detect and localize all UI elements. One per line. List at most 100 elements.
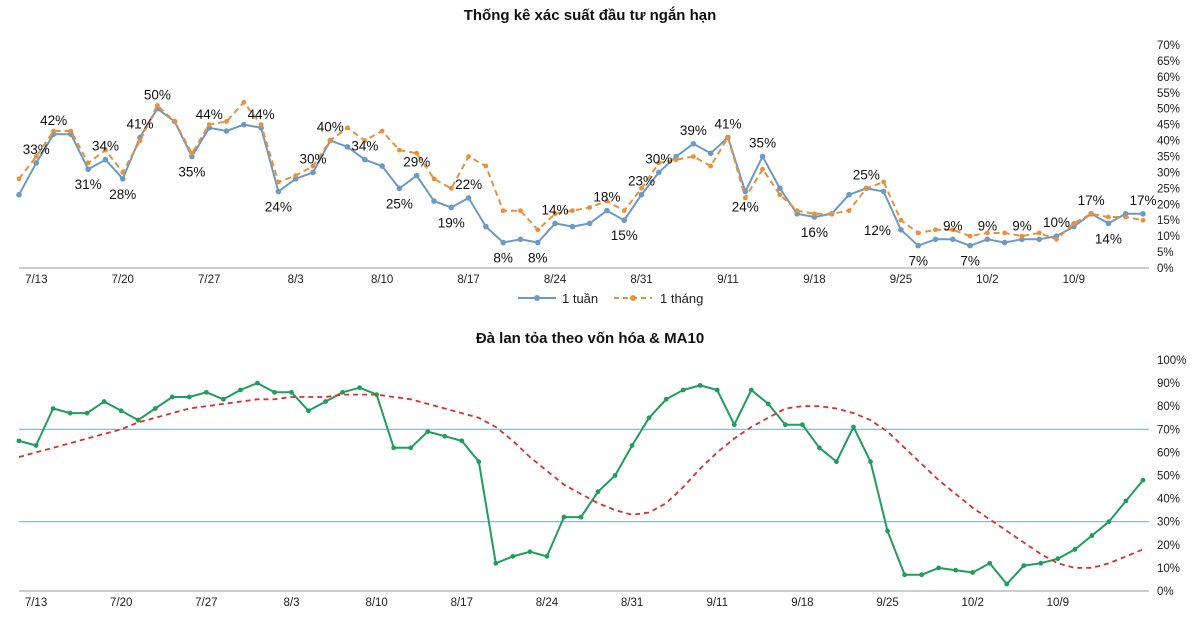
point-1-thang [500,208,506,214]
point-1-tuan [1105,220,1112,227]
point-breadth [237,387,243,393]
data-label: 9% [943,218,963,233]
point-breadth [1038,560,1044,566]
point-breadth [1072,547,1078,552]
x-tick-label: 9/25 [890,274,912,286]
point-1-tuan [949,236,956,243]
x-tick-label: 9/18 [791,597,813,609]
point-1-tuan [552,220,558,227]
x-tick-label: 10/9 [1063,274,1085,286]
point-breadth [272,389,277,395]
y-tick-label: 5% [1157,247,1174,259]
y-tick-label: 20% [1157,540,1180,552]
point-breadth [84,410,90,416]
point-1-tuan [413,172,420,179]
point-1-thang [691,154,696,159]
x-tick-label: 8/3 [288,274,304,286]
x-tick-label: 7/20 [112,274,134,286]
point-1-thang [881,179,887,185]
point-1-thang [431,176,437,182]
point-1-thang [397,147,402,153]
point-1-thang [846,208,852,214]
point-1-thang [172,119,178,124]
data-label: 7% [960,254,980,269]
chart2-y-axis: 0% 10% 20% 30% 40% 50% 60% 70% 80% 90% 100% [1157,355,1186,598]
point-1-tuan [1036,236,1043,243]
point-1-tuan [915,242,921,249]
data-label: 16% [801,225,828,240]
point-1-thang [51,128,56,134]
data-label: 30% [299,151,326,166]
point-1-thang [639,185,644,191]
point-1-thang [777,192,783,198]
y-tick-label: 90% [1157,378,1180,390]
point-breadth [323,399,328,404]
breadth-ma10-chart: Đà lan tỏa theo vốn hóa & MA10 0% 10% 20% 3… [16,330,1186,609]
point-breadth [16,438,22,444]
point-breadth [340,389,345,395]
point-breadth [493,560,499,566]
point-breadth [799,422,805,428]
x-tick-label: 9/18 [803,274,825,286]
point-breadth [169,394,175,400]
data-label: 25% [853,167,880,182]
x-tick-label: 7/27 [195,597,217,609]
point-1-thang [1106,214,1111,220]
point-breadth [851,424,856,430]
chart2-x-axis: 7/13 7/20 7/27 8/3 8/10 8/17 8/24 8/31 9/11 9/18 9… [25,597,1069,609]
point-1-thang [85,160,91,166]
point-1-tuan [898,226,904,233]
data-label: 31% [75,177,102,192]
x-tick-label: 7/27 [198,274,220,286]
point-breadth [101,399,107,404]
x-tick-label: 9/11 [717,274,739,286]
point-1-tuan [846,191,852,198]
point-breadth [391,445,397,451]
point-breadth [1089,533,1095,538]
data-label: 14% [1095,231,1122,246]
chart1-x-axis: 7/13 7/20 7/27 8/3 8/10 8/17 8/24 8/31 9/11 9/18 9… [25,274,1085,286]
point-1-tuan [500,239,506,246]
point-1-tuan [586,220,593,227]
x-tick-label: 10/9 [1047,597,1069,609]
point-1-tuan [1140,211,1146,217]
data-label: 10% [1043,215,1070,230]
point-1-thang [760,166,765,172]
x-tick-label: 7/20 [110,597,132,609]
y-tick-label: 15% [1157,215,1180,227]
point-breadth [544,553,550,559]
x-tick-label: 8/17 [451,597,473,609]
y-tick-label: 20% [1157,199,1180,211]
point-1-thang [898,217,904,223]
point-1-thang [656,160,662,166]
data-label: 24% [732,200,759,215]
point-1-tuan [396,185,403,192]
data-label: 34% [92,139,119,154]
point-1-thang [327,138,333,143]
point-1-tuan [465,195,472,201]
point-breadth [765,401,771,407]
point-breadth [357,385,363,391]
point-1-thang [604,198,610,204]
point-breadth [289,389,294,395]
point-1-tuan [483,223,489,230]
y-tick-label: 80% [1157,401,1180,413]
x-tick-label: 8/31 [630,274,652,286]
data-label: 8% [493,251,513,266]
point-1-tuan [223,128,230,134]
point-breadth [135,417,141,423]
point-breadth [1106,519,1112,525]
y-tick-label: 70% [1157,424,1180,436]
point-1-thang [569,208,575,214]
point-1-thang [725,134,731,140]
point-1-thang [950,227,956,233]
point-breadth [646,415,652,421]
point-breadth [220,396,226,402]
point-breadth [442,433,448,439]
point-1-thang [587,205,593,210]
data-label: 41% [714,116,741,131]
data-label: 22% [455,177,482,192]
point-breadth [1140,477,1146,483]
y-tick-label: 35% [1157,152,1180,164]
